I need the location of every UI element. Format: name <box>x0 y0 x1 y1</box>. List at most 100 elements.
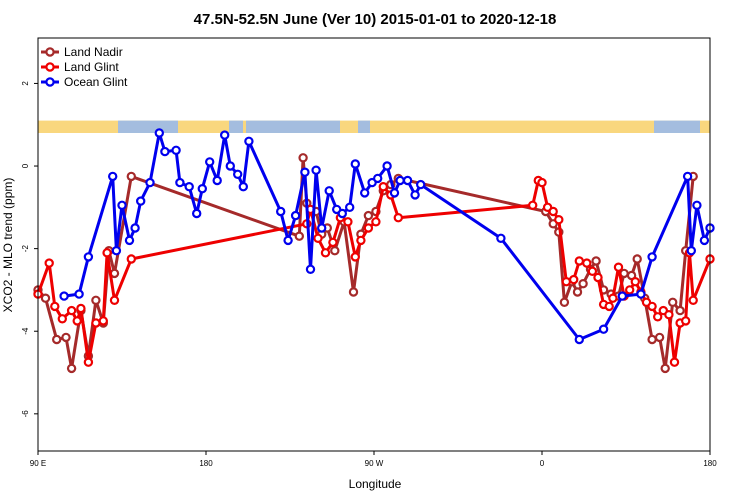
data-point <box>681 316 691 326</box>
y-axis-label: XCO2 - MLO trend (ppm) <box>1 178 15 313</box>
data-point <box>345 202 355 212</box>
legend-label: Land Glint <box>64 60 119 74</box>
data-point <box>126 254 137 264</box>
data-point <box>668 297 678 307</box>
land-band-bar <box>38 120 710 133</box>
data-point <box>410 190 420 200</box>
data-point <box>83 252 94 262</box>
data-point <box>294 231 304 241</box>
data-point <box>219 130 230 140</box>
data-point <box>154 128 164 138</box>
data-point <box>350 252 360 262</box>
data-point <box>191 208 202 219</box>
data-point <box>389 188 400 198</box>
data-point <box>664 310 674 320</box>
data-point <box>204 157 215 167</box>
data-point <box>328 237 338 248</box>
data-point <box>561 277 572 287</box>
data-point <box>72 316 82 326</box>
ocean-band-segment <box>118 120 178 133</box>
data-point <box>126 171 137 182</box>
legend-swatch-marker <box>45 47 55 57</box>
data-point <box>184 181 194 192</box>
data-point <box>382 161 392 171</box>
data-point <box>320 248 331 258</box>
y-tick-label: -4 <box>21 327 30 335</box>
data-point <box>244 136 254 146</box>
data-point <box>225 161 235 171</box>
data-point <box>378 181 388 192</box>
data-point <box>632 254 642 264</box>
data-point <box>528 200 538 210</box>
data-point <box>276 206 286 217</box>
x-tick-label: 180 <box>199 459 213 468</box>
y-tick-label: 2 <box>21 81 30 86</box>
data-point <box>337 208 347 219</box>
data-point <box>91 318 101 328</box>
data-point <box>688 295 698 305</box>
data-point <box>402 175 413 186</box>
legend-item: Ocean Glint <box>41 75 128 89</box>
data-point <box>682 171 693 182</box>
data-point <box>350 159 360 169</box>
data-point <box>111 245 122 256</box>
ocean-band-segment <box>358 120 370 133</box>
data-point <box>305 264 316 274</box>
data-point <box>647 301 657 312</box>
data-point <box>83 357 94 367</box>
data-point <box>587 266 598 276</box>
data-point <box>395 175 405 186</box>
data-point <box>298 153 308 163</box>
data-point <box>74 289 84 299</box>
data-point <box>66 305 77 316</box>
data-point <box>356 235 366 246</box>
data-point <box>57 314 68 324</box>
data-point <box>348 287 359 297</box>
data-point <box>591 256 601 266</box>
data-point <box>363 210 374 221</box>
data-point <box>416 179 426 190</box>
series-land-glint <box>33 175 715 367</box>
series-ocean-glint <box>59 128 715 345</box>
legend-swatch-marker <box>45 77 55 87</box>
data-point <box>574 334 585 345</box>
data-point <box>537 177 547 188</box>
data-point <box>653 312 663 322</box>
data-point <box>604 301 614 312</box>
data-point <box>608 293 618 303</box>
data-point <box>212 175 222 186</box>
ocean-band-segment <box>246 120 340 133</box>
y-tick-label: -6 <box>21 410 30 418</box>
data-point <box>548 206 558 217</box>
data-point <box>360 188 370 198</box>
data-point <box>343 217 353 227</box>
data-point <box>52 334 62 345</box>
data-point <box>197 183 207 194</box>
land-ocean-band <box>38 120 710 133</box>
legend-item: Land Nadir <box>41 45 123 59</box>
data-point <box>290 210 301 221</box>
data-point <box>171 145 181 155</box>
data-point <box>625 285 635 295</box>
y-tick-label: -2 <box>21 245 30 253</box>
ocean-band-segment <box>654 120 700 133</box>
data-point <box>145 177 155 188</box>
data-point <box>574 256 585 266</box>
plot-frame <box>37 37 711 452</box>
data-point <box>393 212 403 223</box>
data-point <box>102 248 112 258</box>
series-line <box>63 131 712 341</box>
data-point <box>572 287 583 297</box>
data-point <box>124 235 135 246</box>
data-point <box>371 217 381 227</box>
legend-item: Land Glint <box>41 60 119 74</box>
y-axis: -6 -4 -2 0 2 <box>21 81 38 418</box>
data-point <box>363 223 374 233</box>
legend-label: Ocean Glint <box>64 75 128 89</box>
data-point <box>593 272 603 283</box>
data-point <box>61 332 71 343</box>
data-point <box>554 214 564 225</box>
data-point <box>130 223 140 233</box>
